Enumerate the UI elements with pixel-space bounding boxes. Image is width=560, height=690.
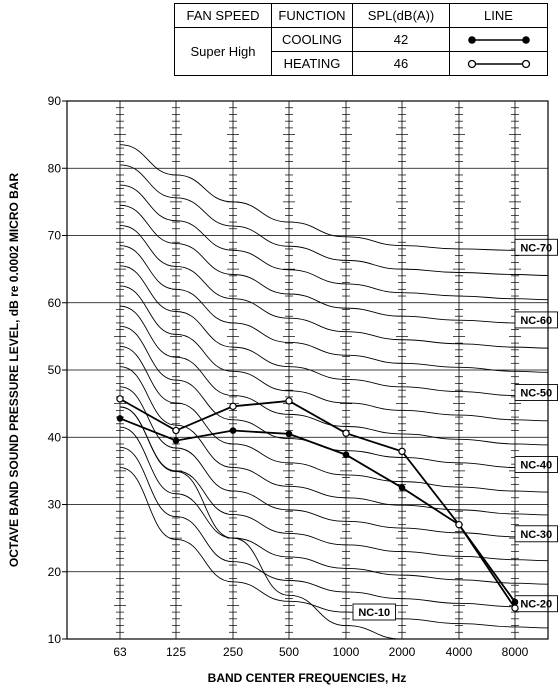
nc-label: NC-10 <box>358 607 390 619</box>
nc-curve <box>119 285 549 422</box>
legend-table: FAN SPEED FUNCTION SPL(dB(A)) LINE Super… <box>174 3 548 76</box>
point-heating <box>229 402 237 411</box>
x-tick-label: 2000 <box>389 645 416 659</box>
nc-curve <box>119 204 549 325</box>
y-tick-label: 20 <box>48 565 62 579</box>
spl-heating: 46 <box>352 51 450 76</box>
nc-label-box <box>514 384 558 402</box>
nc-label: NC-20 <box>520 599 552 611</box>
x-tick-label: 1000 <box>333 645 360 659</box>
nc-curve <box>119 164 549 276</box>
nc-label-box <box>352 603 396 621</box>
point-cooling <box>285 430 293 438</box>
point-cooling <box>172 437 180 444</box>
nc-curves: NC-70 NC-60 NC-50 NC-40 NC-30 NC-20 NC-10 <box>119 144 558 640</box>
point-cooling <box>229 427 237 434</box>
series-line-cooling <box>119 417 516 603</box>
axis-ticks: 10 20 30 40 50 60 70 80 90 63 125 250 500 1000 2000 400… <box>48 94 529 659</box>
legend-row-heating: HEATING 46 <box>175 51 548 76</box>
nc-curve <box>119 406 549 562</box>
nc-label-box <box>514 456 558 473</box>
legend-header-row: FAN SPEED FUNCTION SPL(dB(A)) LINE <box>174 3 548 28</box>
x-tick-label: 4000 <box>446 645 473 659</box>
series-line-heating <box>119 398 516 609</box>
point-cooling <box>398 484 406 491</box>
y-tick-label: 80 <box>48 161 62 175</box>
nc-curve <box>119 265 549 398</box>
nc-label: NC-60 <box>520 315 552 327</box>
nc-curve <box>119 245 549 373</box>
x-tick-label: 8000 <box>502 645 529 659</box>
y-tick-label: 50 <box>48 363 62 377</box>
nc-curve <box>119 325 549 469</box>
y-tick-label: 90 <box>48 94 62 108</box>
y-tick-label: 10 <box>48 632 62 646</box>
header-line: LINE <box>449 3 548 28</box>
filled-dot-line-icon <box>467 35 530 44</box>
nc-curve <box>119 426 549 585</box>
spl-cooling: 42 <box>352 27 450 52</box>
nc-curve <box>119 386 549 539</box>
x-tick-label: 500 <box>279 645 299 659</box>
point-heating <box>398 447 406 456</box>
header-fan-speed: FAN SPEED <box>174 3 272 28</box>
point-heating <box>285 397 293 405</box>
x-tick-label: 250 <box>223 645 243 659</box>
line-sample-cooling <box>449 27 548 52</box>
data-series <box>116 395 519 612</box>
nc-label: NC-70 <box>520 242 552 254</box>
x-axis-label: BAND CENTER FREQUENCIES, Hz <box>208 671 407 685</box>
y-axis-label: OCTAVE BAND SOUND PRESSURE LEVEL, dB re … <box>7 173 21 568</box>
nc-label-box <box>514 238 558 256</box>
nc-curve <box>119 406 422 640</box>
nc-curve <box>119 224 549 349</box>
nc-label: NC-40 <box>520 460 552 472</box>
nc-label: NC-50 <box>520 388 552 400</box>
nc-curve <box>119 305 549 446</box>
point-heating <box>455 520 463 529</box>
y-tick-label: 70 <box>48 229 62 243</box>
nc-label: NC-30 <box>520 529 552 541</box>
x-tick-label: 63 <box>113 645 127 659</box>
y-tick-label: 60 <box>48 296 62 310</box>
nc-curve <box>119 144 549 252</box>
nc-curve <box>119 366 549 516</box>
point-heating <box>511 604 519 612</box>
point-cooling <box>342 451 350 459</box>
x-tick-label: 125 <box>166 645 186 659</box>
y-tick-label: 40 <box>48 430 62 444</box>
y-tick-label: 30 <box>48 498 62 512</box>
nc-curve <box>119 346 549 493</box>
point-cooling <box>511 598 519 606</box>
function-heating: HEATING <box>271 51 353 76</box>
plot-frame <box>66 100 549 640</box>
point-heating <box>342 429 350 437</box>
nc-label-box <box>514 311 558 329</box>
nc-curve <box>119 446 549 609</box>
point-heating <box>172 426 180 435</box>
header-function: FUNCTION <box>271 3 353 28</box>
line-sample-heating <box>449 51 548 76</box>
point-heating <box>116 395 124 403</box>
nc-curve <box>119 467 549 629</box>
nc-curve <box>119 184 549 301</box>
point-cooling <box>116 415 124 422</box>
open-dot-line-icon <box>467 59 530 68</box>
grid <box>67 100 548 640</box>
nc-label-box <box>514 525 558 543</box>
